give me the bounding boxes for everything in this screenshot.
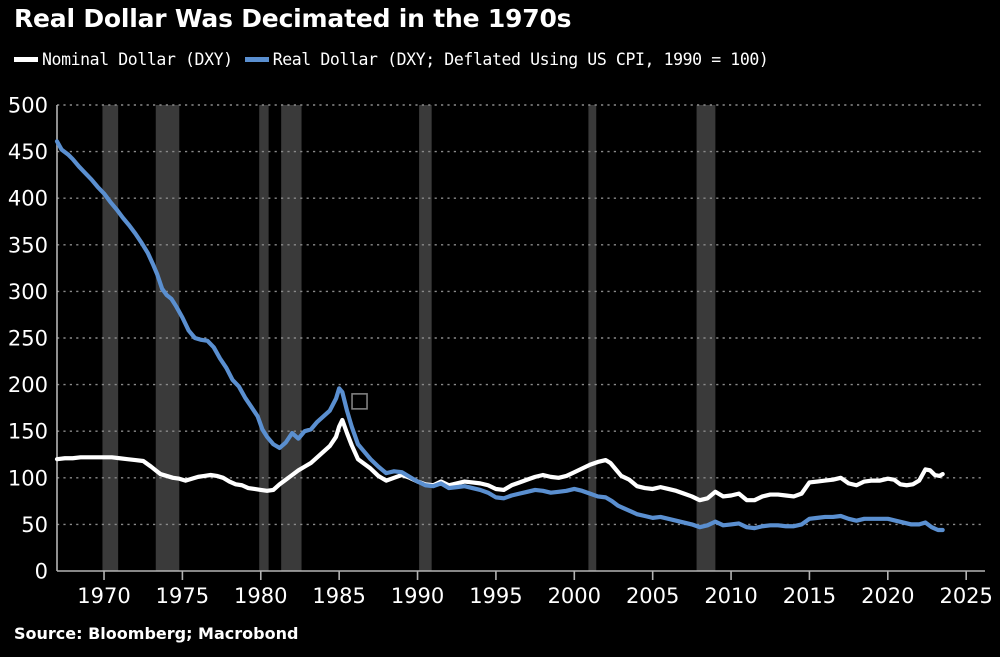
legend-swatch-real-line-icon: [244, 57, 269, 62]
x-axis-tick-label: 2000: [548, 584, 601, 608]
y-axis-tick-label: 100: [8, 466, 48, 490]
y-axis-tick-label: 50: [21, 513, 48, 537]
x-axis-tick-label: 2020: [861, 584, 914, 608]
x-axis-tick-label: 2025: [939, 584, 992, 608]
legend-label-nominal: Nominal Dollar (DXY): [42, 50, 233, 69]
legend-item-real: Real Dollar (DXY; Deflated Using US CPI,…: [244, 50, 769, 69]
y-axis-tick-label: 500: [8, 94, 48, 118]
y-axis-tick-label: 400: [8, 187, 48, 211]
recession-band: [588, 105, 597, 571]
legend-swatch-nominal-line-icon: [14, 57, 38, 62]
y-axis-tick-label: 300: [8, 280, 48, 304]
x-axis-tick-label: 1975: [156, 584, 209, 608]
y-axis-tick-label: 350: [8, 233, 48, 257]
page-title: Real Dollar Was Decimated in the 1970s: [14, 4, 572, 33]
series-line-nominal-dollar: [54, 417, 945, 503]
y-axis-tick-label: 250: [8, 327, 48, 351]
x-axis-tick-label: 1995: [469, 584, 522, 608]
source-note: Source: Bloomberg; Macrobond: [14, 624, 299, 643]
legend-item-nominal: Nominal Dollar (DXY): [14, 50, 233, 69]
y-axis-tick-label: 450: [8, 140, 48, 164]
x-axis-tick-label: 1990: [391, 584, 444, 608]
recession-band: [281, 105, 302, 571]
y-axis-tick-label: 0: [35, 560, 48, 584]
series-line-real-dollar: [54, 139, 945, 533]
x-axis-tick-label: 2010: [704, 584, 757, 608]
y-axis-tick-label: 150: [8, 420, 48, 444]
x-axis-tick-label: 1980: [234, 584, 287, 608]
x-axis-tick-label: 1985: [312, 584, 365, 608]
y-axis-tick-label: 200: [8, 373, 48, 397]
x-axis-tick-label: 2005: [626, 584, 679, 608]
annotation-marker-box: [351, 393, 368, 410]
x-axis-tick-label: 1970: [77, 584, 130, 608]
chart-legend: Nominal Dollar (DXY) Real Dollar (DXY; D…: [14, 50, 769, 69]
legend-label-real: Real Dollar (DXY; Deflated Using US CPI,…: [272, 50, 769, 69]
x-axis-tick-label: 2015: [783, 584, 836, 608]
recession-band: [696, 105, 716, 571]
recession-band: [419, 105, 432, 571]
